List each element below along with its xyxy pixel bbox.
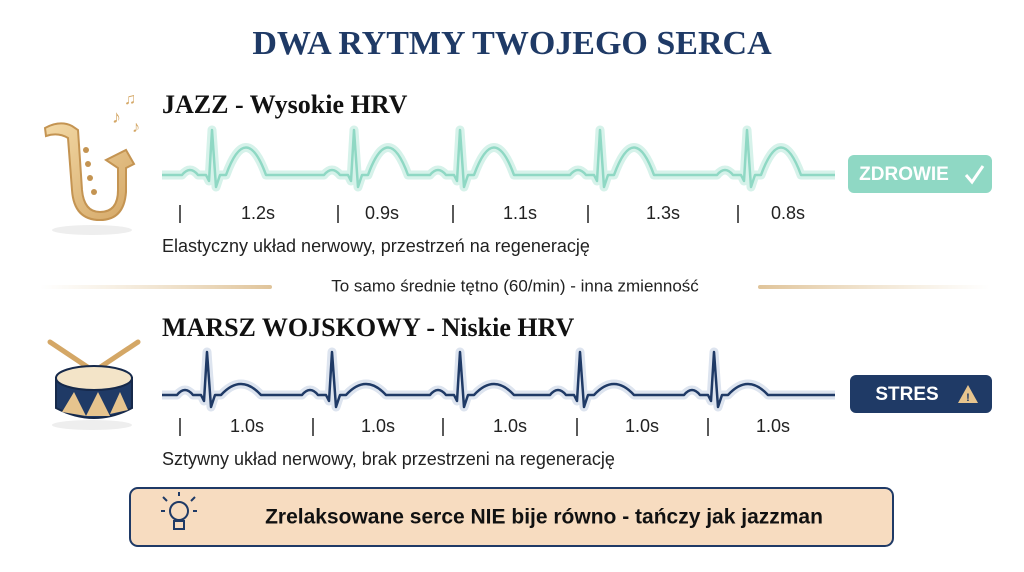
drum-icon [47, 339, 141, 430]
interval-label: 1.0s [756, 416, 790, 436]
saxophone-icon: ♪ ♫ ♪ [43, 91, 140, 235]
callout: Zrelaksowane serce NIE bije równo - tańc… [129, 487, 894, 547]
section-heading: JAZZ - Wysokie HRV [162, 90, 408, 119]
stress-badge: STRES ! [850, 375, 992, 413]
ecg-glow [162, 347, 835, 412]
divider-text: To samo średnie tętno (60/min) - inna zm… [331, 276, 699, 295]
section-description: Elastyczny układ nerwowy, przestrzeń na … [162, 236, 590, 256]
svg-text:♪: ♪ [132, 119, 140, 136]
ecg-line [162, 128, 835, 189]
interval-label: 1.0s [493, 416, 527, 436]
svg-text:♫: ♫ [124, 91, 136, 108]
badge-text: STRES [875, 384, 938, 405]
interval-label: 1.3s [646, 203, 680, 223]
badge-text: ZDROWIE [859, 164, 949, 185]
ecg-line [162, 350, 835, 409]
interval-label: 0.9s [365, 203, 399, 223]
interval-label: 1.0s [625, 416, 659, 436]
interval-label: 1.2s [241, 203, 275, 223]
divider-line [758, 285, 990, 289]
interval-label: 0.8s [771, 203, 805, 223]
section-heading: MARSZ WOJSKOWY - Niskie HRV [162, 313, 574, 342]
interval-label: 1.0s [361, 416, 395, 436]
health-badge: ZDROWIE [848, 155, 992, 193]
svg-text:♪: ♪ [112, 107, 121, 127]
ecg-glow [162, 125, 835, 192]
interval-label: 1.1s [503, 203, 537, 223]
interval-label: 1.0s [230, 416, 264, 436]
title: DWA RYTMY TWOJEGO SERCA [252, 25, 772, 62]
callout-text: Zrelaksowane serce NIE bije równo - tańc… [265, 506, 823, 529]
section-description: Sztywny układ nerwowy, brak przestrzeni … [162, 449, 615, 469]
svg-text:!: ! [966, 392, 970, 404]
divider-line [40, 285, 272, 289]
